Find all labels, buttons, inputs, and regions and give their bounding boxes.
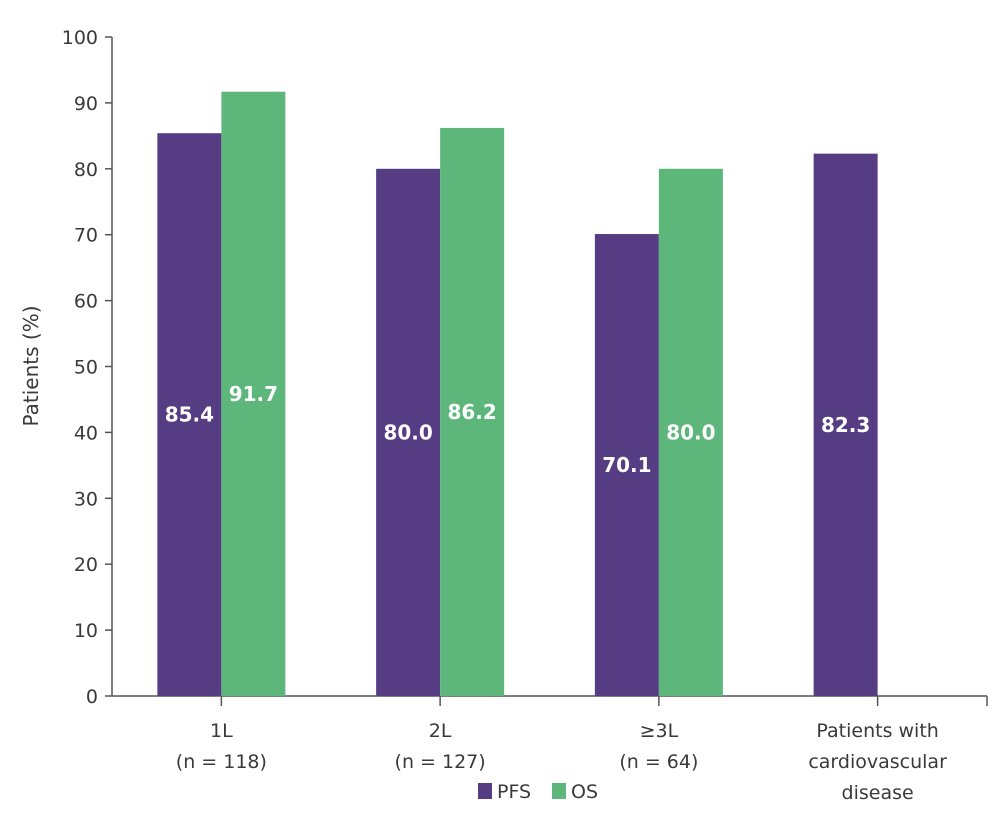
- y-tick-label: 100: [62, 27, 98, 49]
- bar-os: [658, 168, 723, 697]
- y-tick-label: 70: [74, 225, 98, 247]
- x-tick-label: (n = 64): [619, 751, 698, 773]
- legend-label: OS: [571, 781, 598, 803]
- y-axis: 0 10 20 30 40 50 60 70 80 90 100: [62, 27, 113, 708]
- x-tick-label: ≥3L: [640, 720, 679, 742]
- data-label: 80.0: [666, 420, 715, 444]
- y-tick-label: 10: [74, 620, 98, 642]
- y-axis-label: Patients (%): [19, 305, 43, 426]
- y-tick-label: 40: [74, 422, 98, 444]
- x-tick-label: cardiovascular: [808, 751, 947, 773]
- legend-swatch-pfs: [478, 783, 492, 799]
- data-labels: 85.4 80.0 70.1 82.3 91.7 86.2 80.0: [165, 382, 871, 477]
- y-tick-label: 80: [74, 159, 98, 181]
- legend-swatch-os: [552, 783, 566, 799]
- y-tick-label: 20: [74, 554, 98, 576]
- x-tick-label: 1L: [210, 720, 233, 742]
- bar-pfs: [594, 234, 659, 696]
- bar-pfs: [813, 153, 878, 696]
- x-tick-label: disease: [842, 782, 914, 804]
- y-tick-label: 50: [74, 357, 98, 379]
- y-tick-label: 60: [74, 291, 98, 313]
- bar-pfs: [157, 133, 222, 697]
- x-tick-label: 2L: [429, 720, 452, 742]
- x-tick-label: (n = 118): [176, 751, 267, 773]
- x-tick-label: (n = 127): [395, 751, 486, 773]
- data-label: 86.2: [447, 400, 496, 424]
- bar-os: [221, 91, 286, 696]
- data-label: 91.7: [229, 382, 278, 406]
- x-axis: 1L (n = 118) 2L (n = 127) ≥3L (n = 64) Patient…: [112, 695, 988, 804]
- data-label: 70.1: [602, 453, 651, 477]
- bar-pfs: [376, 168, 441, 697]
- x-tick-label: Patients with: [816, 720, 938, 742]
- data-label: 82.3: [821, 413, 870, 437]
- bars: [157, 91, 878, 697]
- y-tick-label: 30: [74, 488, 98, 510]
- data-label: 85.4: [165, 403, 214, 427]
- data-label: 80.0: [383, 420, 432, 444]
- y-tick-label: 0: [86, 686, 98, 708]
- legend-label: PFS: [497, 781, 531, 803]
- bar-os: [440, 127, 505, 696]
- legend: PFS OS: [478, 781, 598, 803]
- y-tick-label: 90: [74, 93, 98, 115]
